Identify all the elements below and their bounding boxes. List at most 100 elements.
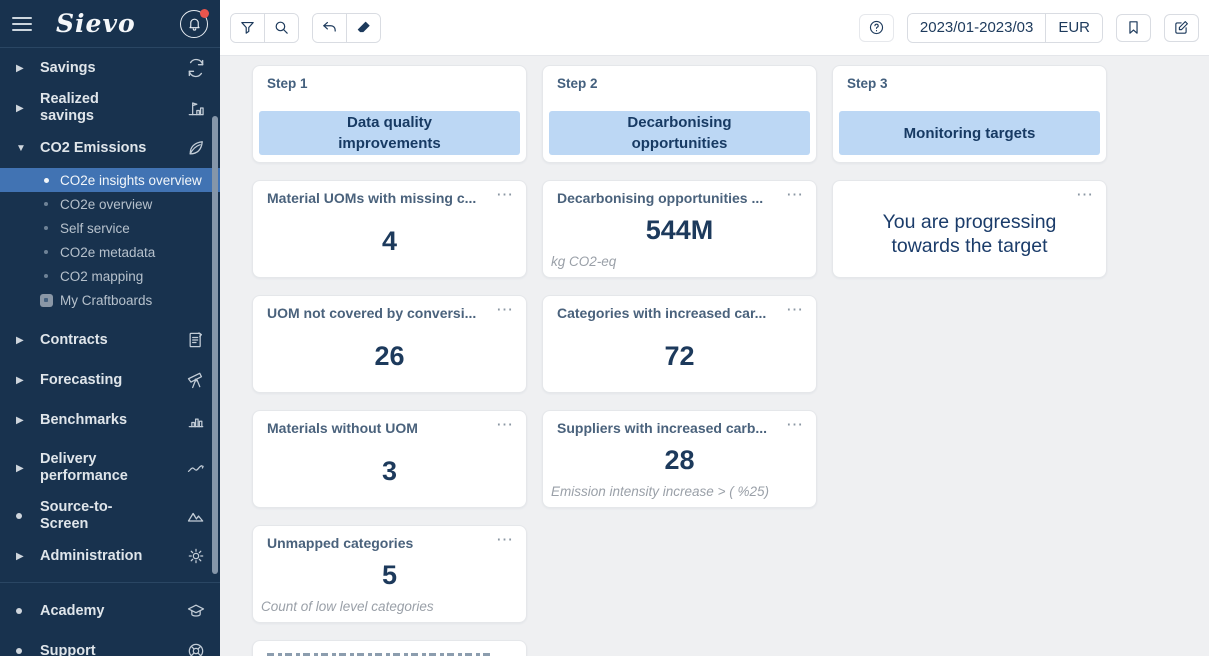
decarbonising-opportunities-button[interactable]: Decarbonising opportunities bbox=[549, 111, 810, 155]
expand-arrow-icon: ▶ bbox=[16, 414, 24, 426]
bookmark-button[interactable] bbox=[1116, 13, 1151, 42]
sidebar-item-support[interactable]: Support bbox=[0, 631, 220, 656]
toolbar: 2023/01-2023/03 EUR bbox=[220, 0, 1209, 56]
kpi-value: 544M bbox=[645, 214, 714, 245]
sidebar-item-co2-mapping[interactable]: CO2 mapping bbox=[0, 264, 220, 288]
step-label: Step 1 bbox=[267, 76, 308, 91]
search-icon bbox=[275, 21, 288, 34]
progress-message-card: ⋯ You are progressing towards the target bbox=[832, 180, 1107, 278]
bar-chart-icon bbox=[186, 410, 206, 430]
card-menu-button[interactable]: ⋯ bbox=[496, 300, 514, 319]
sidebar-item-realized-savings[interactable]: ▶ Realized savings bbox=[0, 88, 220, 128]
sidebar-item-source-to-screen[interactable]: Source-to-Screen bbox=[0, 496, 220, 536]
eraser-button[interactable] bbox=[346, 13, 380, 42]
line-chart-icon bbox=[186, 458, 206, 478]
sidebar-item-delivery-performance[interactable]: ▶ Delivery performance bbox=[0, 440, 220, 496]
sidebar-item-co2e-overview[interactable]: CO2e overview bbox=[0, 192, 220, 216]
bullet-icon bbox=[16, 608, 40, 614]
bookmark-icon bbox=[1129, 21, 1138, 34]
sidebar-item-self-service[interactable]: Self service bbox=[0, 216, 220, 240]
bullet-icon bbox=[44, 250, 60, 254]
sidebar-item-benchmarks[interactable]: ▶ Benchmarks bbox=[0, 400, 220, 440]
sidebar-divider bbox=[0, 582, 220, 583]
gear-icon bbox=[186, 546, 206, 566]
sidebar-item-co2e-metadata[interactable]: CO2e metadata bbox=[0, 240, 220, 264]
kpi-value: 28 bbox=[664, 444, 695, 475]
card-title: Materials without UOM bbox=[267, 420, 418, 436]
currency-selector[interactable]: EUR bbox=[1045, 13, 1102, 42]
collapse-arrow-icon: ▼ bbox=[16, 142, 26, 154]
bullet-icon bbox=[44, 226, 60, 230]
sidebar-header: Sievo bbox=[0, 0, 220, 48]
clipped-card-title bbox=[267, 653, 491, 656]
bullet-icon bbox=[16, 648, 40, 654]
period-currency-group: 2023/01-2023/03 EUR bbox=[906, 12, 1103, 43]
sidebar-item-contracts[interactable]: ▶ Contracts bbox=[0, 320, 220, 360]
sidebar-item-co2e-insights-overview[interactable]: CO2e insights overview bbox=[0, 168, 220, 192]
notifications-bell-icon[interactable] bbox=[180, 8, 209, 38]
notification-dot bbox=[200, 8, 209, 18]
sidebar-item-co2-emissions[interactable]: ▼ CO2 Emissions bbox=[0, 128, 220, 168]
undo-button[interactable] bbox=[313, 13, 346, 42]
progress-message: You are progressing towards the target bbox=[882, 210, 1057, 257]
undo-erase-group bbox=[312, 12, 381, 43]
toolbar-right: 2023/01-2023/03 EUR bbox=[858, 12, 1199, 43]
kpi-unit: kg CO2-eq bbox=[551, 254, 617, 269]
bullet-icon bbox=[44, 202, 60, 206]
telescope-icon bbox=[186, 370, 206, 390]
sidebar-scrollbar[interactable] bbox=[212, 116, 218, 574]
kpi-value: 5 bbox=[381, 559, 398, 590]
kpi-card-categories-increased-carbon: Categories with increased car... ⋯ 72 bbox=[542, 295, 817, 393]
kpi-value: 3 bbox=[381, 456, 398, 486]
card-menu-button[interactable]: ⋯ bbox=[496, 415, 514, 434]
date-range-selector[interactable]: 2023/01-2023/03 bbox=[907, 13, 1046, 42]
expand-arrow-icon: ▶ bbox=[16, 550, 24, 562]
sidebar-item-forecasting[interactable]: ▶ Forecasting bbox=[0, 360, 220, 400]
help-button[interactable] bbox=[858, 13, 894, 42]
expand-arrow-icon: ▶ bbox=[16, 374, 24, 386]
card-menu-button[interactable]: ⋯ bbox=[786, 300, 804, 319]
step-label: Step 3 bbox=[847, 76, 888, 91]
sync-icon bbox=[186, 58, 206, 78]
card-title: Material UOMs with missing c... bbox=[267, 190, 477, 206]
search-button[interactable] bbox=[264, 13, 298, 42]
data-quality-improvements-button[interactable]: Data quality improvements bbox=[259, 111, 520, 155]
step-card-3: Step 3 Monitoring targets bbox=[832, 65, 1107, 163]
main-area: 2023/01-2023/03 EUR Step 1 Data quality … bbox=[220, 0, 1209, 656]
sidebar-nav: ▶ Savings ▶ Realized savings ▼ CO2 Emiss… bbox=[0, 48, 220, 656]
edit-icon bbox=[1175, 21, 1188, 34]
card-menu-button[interactable]: ⋯ bbox=[1076, 185, 1094, 204]
lifebuoy-icon bbox=[186, 641, 206, 656]
menu-hamburger-icon[interactable] bbox=[12, 16, 32, 31]
kpi-card-uom-not-covered: UOM not covered by conversi... ⋯ 26 bbox=[252, 295, 527, 393]
partial-card bbox=[252, 640, 527, 656]
bullet-icon bbox=[16, 513, 40, 519]
filter-icon bbox=[241, 21, 254, 34]
card-menu-button[interactable]: ⋯ bbox=[786, 185, 804, 204]
kpi-value: 4 bbox=[381, 226, 398, 256]
bullet-icon bbox=[44, 177, 60, 183]
craftboard-icon bbox=[40, 293, 60, 307]
expand-arrow-icon: ▶ bbox=[16, 334, 24, 346]
sidebar-item-administration[interactable]: ▶ Administration bbox=[0, 536, 220, 576]
card-menu-button[interactable]: ⋯ bbox=[496, 530, 514, 549]
contract-icon bbox=[186, 330, 206, 350]
card-menu-button[interactable]: ⋯ bbox=[786, 415, 804, 434]
sidebar: Sievo ▶ Savings ▶ Realized savings bbox=[0, 0, 220, 656]
graduation-cap-icon bbox=[186, 601, 206, 621]
kpi-card-suppliers-increased-carbon: Suppliers with increased carb... ⋯ 28 Emi… bbox=[542, 410, 817, 508]
card-grid: Step 1 Data quality improvements Step 2 … bbox=[252, 65, 1209, 656]
sidebar-item-savings[interactable]: ▶ Savings bbox=[0, 48, 220, 88]
kpi-value: 26 bbox=[374, 341, 405, 371]
filter-button[interactable] bbox=[231, 13, 264, 42]
card-title: Unmapped categories bbox=[267, 535, 414, 551]
card-menu-button[interactable]: ⋯ bbox=[496, 185, 514, 204]
monitoring-targets-button[interactable]: Monitoring targets bbox=[839, 111, 1100, 155]
edit-button[interactable] bbox=[1164, 13, 1199, 42]
sidebar-item-academy[interactable]: Academy bbox=[0, 591, 220, 631]
card-title: UOM not covered by conversi... bbox=[267, 305, 477, 321]
card-title: Suppliers with increased carb... bbox=[557, 420, 768, 436]
sidebar-item-my-craftboards[interactable]: My Craftboards bbox=[0, 288, 220, 312]
dashboard-content: Step 1 Data quality improvements Step 2 … bbox=[220, 56, 1209, 656]
